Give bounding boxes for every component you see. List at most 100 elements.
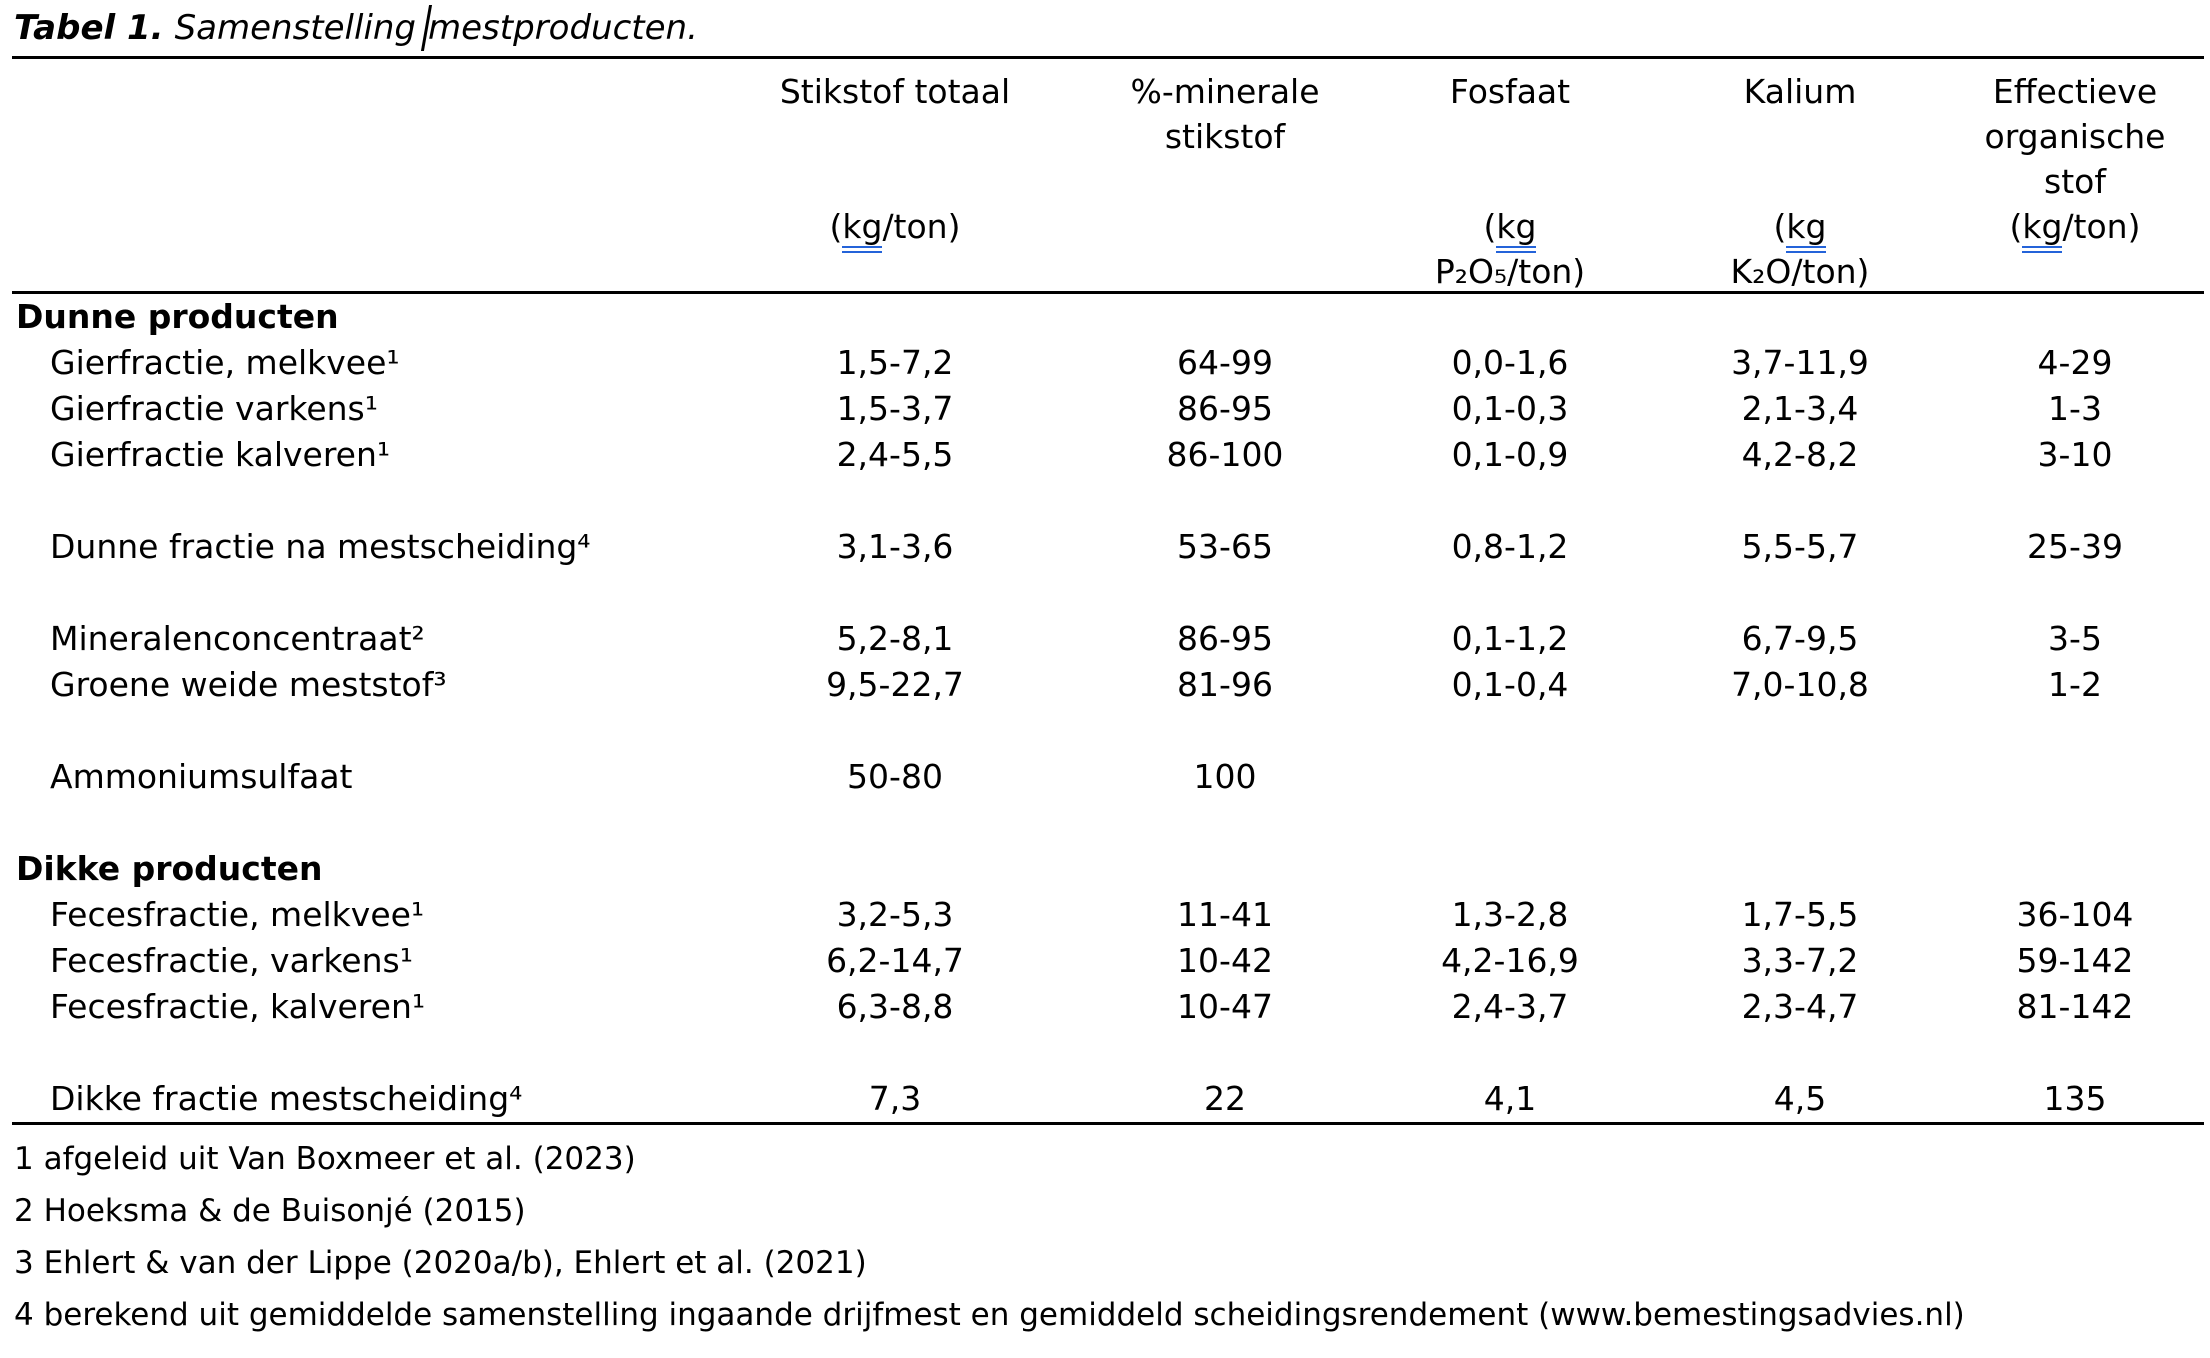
cell-effectieve-organische-stof: 59-142 <box>2016 941 2134 980</box>
row-label: Mineralenconcentraat² <box>50 619 425 658</box>
column-name-line3: stof <box>2044 162 2106 201</box>
cell-minerale-stikstof: 53-65 <box>1177 527 1273 566</box>
cell-fosfaat: 0,0-1,6 <box>1451 343 1569 382</box>
cell-minerale-stikstof: 10-42 <box>1177 941 1273 980</box>
cell-effectieve-organische-stof <box>1940 800 2210 846</box>
cell-minerale-stikstof: 86-95 <box>1177 389 1273 428</box>
column-name-line2: organische <box>1984 117 2166 156</box>
cell-effectieve-organische-stof: 4-29 <box>2037 343 2113 382</box>
cell-effectieve-organische-stof <box>1940 708 2210 754</box>
row-label <box>0 800 700 846</box>
cell-fosfaat: 0,1-0,3 <box>1451 389 1569 428</box>
cell-minerale-stikstof <box>1090 800 1360 846</box>
column-unit: (kg/ton) <box>1940 204 2210 253</box>
table-row <box>0 478 2210 524</box>
cell-stikstof-totaal: 3,2-5,3 <box>836 895 954 934</box>
footnote: 4 berekend uit gemiddelde samenstelling … <box>14 1297 1965 1333</box>
table-row: Mineralenconcentraat² 5,2-8,1 86-95 0,1-… <box>0 616 2210 662</box>
row-label <box>0 1030 700 1076</box>
cell-minerale-stikstof <box>1090 846 1360 892</box>
row-label: Fecesfractie, kalveren¹ <box>50 987 426 1026</box>
cell-effectieve-organische-stof: 1-3 <box>2048 389 2102 428</box>
row-label: Gierfractie varkens¹ <box>50 389 378 428</box>
table-title-caption-before: Samenstelling <box>174 8 417 48</box>
row-label: Ammoniumsulfaat <box>50 757 353 796</box>
cell-effectieve-organische-stof <box>1940 754 2210 800</box>
cell-minerale-stikstof <box>1090 1030 1360 1076</box>
table-title-caption-after: mestproducten. <box>428 8 698 48</box>
column-header-fosfaat: Fosfaat (kg P₂O₅/ton) <box>1360 69 1660 296</box>
table-body: Dunne producten Gierfractie, melkvee¹ 1,… <box>0 294 2210 1122</box>
cell-effectieve-organische-stof: 1-2 <box>2048 665 2102 704</box>
row-label: Dikke fractie mestscheiding⁴ <box>50 1079 523 1118</box>
cell-kalium: 2,1-3,4 <box>1741 389 1859 428</box>
cell-kalium <box>1660 478 1940 524</box>
cell-stikstof-totaal: 6,2-14,7 <box>826 941 964 980</box>
column-name: %-minerale <box>1130 72 1320 111</box>
column-name: Kalium <box>1743 72 1857 111</box>
row-label: Gierfractie kalveren¹ <box>50 435 391 474</box>
column-unit: (kg <box>1360 204 1660 253</box>
table-row: Gierfractie kalveren¹ 2,4-5,5 86-100 0,1… <box>0 432 2210 478</box>
cell-effectieve-organische-stof <box>1940 478 2210 524</box>
table-title: Tabel 1. Samenstelling mestproducten. <box>0 0 2210 56</box>
row-label: Dunne producten <box>16 297 339 336</box>
table-row: Dunne fractie na mestscheiding⁴ 3,1-3,6 … <box>0 524 2210 570</box>
row-label <box>0 478 700 524</box>
table-row: Fecesfractie, varkens¹ 6,2-14,7 10-42 4,… <box>0 938 2210 984</box>
cell-kalium: 4,2-8,2 <box>1741 435 1859 474</box>
cell-effectieve-organische-stof: 135 <box>2043 1079 2107 1118</box>
cell-kalium <box>1660 1030 1940 1076</box>
table-row: Dikke fractie mestscheiding⁴ 7,3 22 4,1 … <box>0 1076 2210 1122</box>
table-row: Dunne producten <box>0 294 2210 340</box>
cell-kalium <box>1660 846 1940 892</box>
table-header-bottom-rule <box>12 291 2204 294</box>
cell-fosfaat <box>1360 846 1660 892</box>
cell-effectieve-organische-stof <box>1940 846 2210 892</box>
spellcheck-underlined-kg: kg <box>2022 207 2063 253</box>
table-header-row: Stikstof totaal (kg/ton) %-minerale stik… <box>0 59 2210 291</box>
cell-stikstof-totaal: 3,1-3,6 <box>836 527 954 566</box>
row-label: Groene weide meststof³ <box>50 665 447 704</box>
table-row: Fecesfractie, melkvee¹ 3,2-5,3 11-41 1,3… <box>0 892 2210 938</box>
column-header-stikstof-totaal: Stikstof totaal (kg/ton) <box>700 69 1090 296</box>
cell-minerale-stikstof: 86-95 <box>1177 619 1273 658</box>
footnote: 3 Ehlert & van der Lippe (2020a/b), Ehle… <box>14 1245 867 1281</box>
column-header-empty <box>0 69 700 296</box>
cell-minerale-stikstof: 64-99 <box>1177 343 1273 382</box>
cell-effectieve-organische-stof: 36-104 <box>2016 895 2134 934</box>
column-header-effectieve-organische-stof: Effectieve organische stof (kg/ton) <box>1940 69 2210 296</box>
cell-stikstof-totaal <box>700 1030 1090 1076</box>
row-label: Dikke producten <box>16 849 323 888</box>
table-row: Gierfractie varkens¹ 1,5-3,7 86-95 0,1-0… <box>0 386 2210 432</box>
cell-kalium: 3,7-11,9 <box>1731 343 1869 382</box>
table-title-label: Tabel 1. <box>14 8 164 48</box>
cell-fosfaat: 4,2-16,9 <box>1441 941 1579 980</box>
row-label <box>0 708 700 754</box>
cell-stikstof-totaal: 7,3 <box>868 1079 922 1118</box>
table-row: Gierfractie, melkvee¹ 1,5-7,2 64-99 0,0-… <box>0 340 2210 386</box>
row-label: Gierfractie, melkvee¹ <box>50 343 400 382</box>
cell-stikstof-totaal: 1,5-3,7 <box>836 389 954 428</box>
cell-fosfaat <box>1360 754 1660 800</box>
cell-fosfaat: 1,3-2,8 <box>1451 895 1569 934</box>
cell-stikstof-totaal: 50-80 <box>847 757 943 796</box>
column-name: Stikstof totaal <box>779 72 1011 111</box>
cell-fosfaat: 0,1-1,2 <box>1451 619 1569 658</box>
column-unit: (kg/ton) <box>700 204 1090 253</box>
cell-stikstof-totaal <box>700 846 1090 892</box>
column-name-line2: stikstof <box>1164 117 1286 156</box>
cell-minerale-stikstof: 81-96 <box>1177 665 1273 704</box>
cell-effectieve-organische-stof <box>1940 570 2210 616</box>
spellcheck-underlined-kg: kg <box>1786 207 1827 253</box>
cell-fosfaat: 0,1-0,4 <box>1451 665 1569 704</box>
cell-kalium: 3,3-7,2 <box>1741 941 1859 980</box>
cell-effectieve-organische-stof <box>1940 294 2210 340</box>
table-top-rule <box>12 56 2204 59</box>
cell-minerale-stikstof: 22 <box>1204 1079 1246 1118</box>
cell-fosfaat <box>1360 800 1660 846</box>
cell-fosfaat: 0,1-0,9 <box>1451 435 1569 474</box>
row-label: Fecesfractie, varkens¹ <box>50 941 413 980</box>
cell-stikstof-totaal: 5,2-8,1 <box>836 619 954 658</box>
